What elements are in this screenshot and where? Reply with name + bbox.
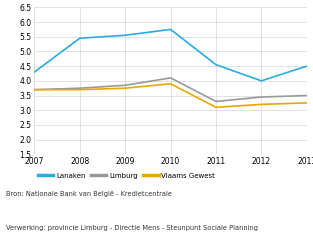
- Text: Bron: Nationale Bank van België - Kredietcentrale: Bron: Nationale Bank van België - Kredie…: [6, 191, 172, 197]
- Text: Verwerking: provincie Limburg - Directie Mens - Steunpunt Sociale Planning: Verwerking: provincie Limburg - Directie…: [6, 225, 258, 231]
- Legend: Lanaken, Limburg, Vlaams Gewest: Lanaken, Limburg, Vlaams Gewest: [38, 172, 215, 179]
